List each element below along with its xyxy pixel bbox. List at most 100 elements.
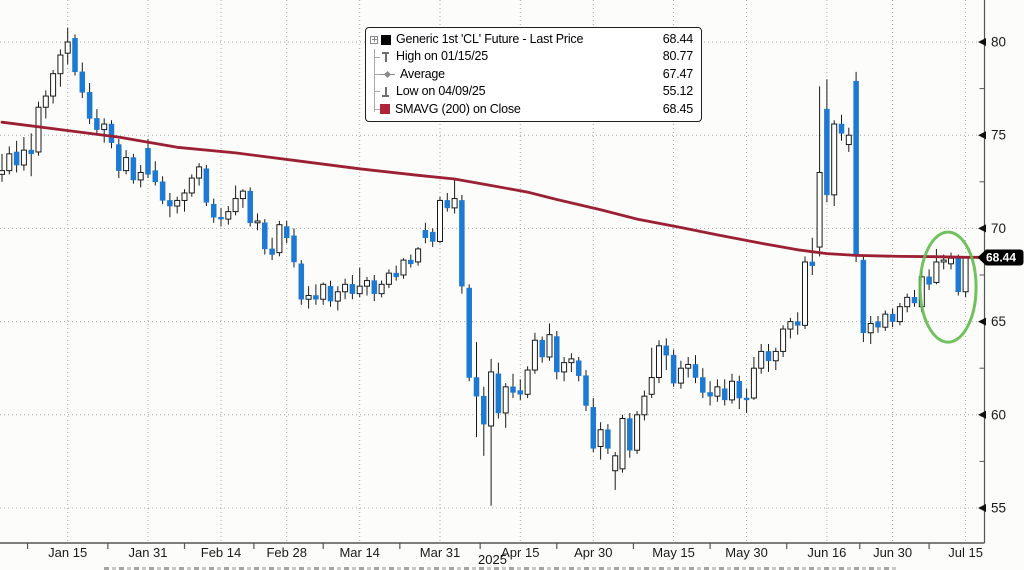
legend-tree-line — [374, 49, 375, 112]
candle-body — [561, 362, 568, 373]
candle-body — [86, 92, 93, 119]
legend-expand-toggle-icon[interactable] — [370, 35, 378, 44]
candle-body — [364, 280, 370, 287]
candle-body — [590, 407, 597, 449]
x-tick-label: Feb 14 — [201, 545, 241, 560]
candle-body — [488, 371, 495, 427]
candle-body — [867, 322, 874, 334]
candle-body — [283, 226, 290, 238]
candle-body — [356, 285, 363, 295]
candle-body — [889, 313, 896, 322]
candle-body — [334, 291, 341, 302]
candle-body — [729, 380, 735, 401]
tree-stub — [374, 91, 380, 93]
y-tick-arrow-icon — [978, 131, 986, 140]
candle-body — [210, 203, 217, 218]
candle-body — [159, 181, 166, 201]
candle-body — [772, 350, 779, 362]
average-marker-icon — [380, 69, 395, 79]
last-price-tag-value: 68.44 — [986, 251, 1016, 265]
legend-value: 68.44 — [662, 32, 693, 46]
candle-body — [692, 364, 699, 378]
candle-body — [882, 313, 889, 328]
y-tick-label: 70 — [991, 221, 1006, 236]
candle-body — [378, 283, 385, 295]
candle-body — [546, 334, 553, 358]
legend-row-average[interactable]: Average 67.47 — [366, 66, 701, 83]
candle-body — [167, 200, 173, 207]
x-tick-label: May 30 — [725, 545, 768, 560]
chart-legend[interactable]: Generic 1st 'CL' Future - Last Price 68.… — [365, 27, 702, 122]
candle-body — [225, 211, 232, 220]
legend-row-smavg[interactable]: SMAVG (200) on Close 68.45 — [366, 101, 701, 118]
candle-body — [736, 380, 743, 399]
candlestick-series — [0, 27, 969, 506]
gridlines — [0, 0, 985, 543]
candle-body — [349, 284, 356, 294]
y-tick-label: 55 — [991, 501, 1006, 516]
candle-body — [962, 256, 969, 293]
candle-body — [181, 192, 188, 201]
legend-value: 55.12 — [662, 84, 693, 99]
legend-value: 80.77 — [662, 49, 693, 64]
candle-body — [656, 345, 662, 379]
candle-body — [568, 358, 575, 364]
candle-body — [597, 429, 604, 447]
candle-body — [291, 235, 297, 263]
legend-row-last-price[interactable]: Generic 1st 'CL' Future - Last Price 68.… — [366, 31, 701, 48]
candle-body — [232, 198, 239, 213]
x-tick-label: Jan 15 — [48, 545, 87, 560]
candle-body — [750, 367, 757, 399]
y-tick-arrow-icon — [978, 38, 986, 46]
sma-200-line — [0, 120, 986, 259]
x-tick-label: May 15 — [652, 545, 695, 560]
candle-body — [342, 283, 349, 293]
x-axis-ticks: Jan 15 Jan 31 Feb 14 Feb 28 Mar 14 Mar 31 Apr … — [26, 543, 983, 560]
x-tick-label: Apr 30 — [574, 545, 612, 560]
candle-body — [6, 153, 13, 172]
legend-label: Generic 1st 'CL' Future - Last Price — [396, 32, 584, 46]
candle-body — [933, 261, 940, 283]
candle-body — [415, 248, 422, 263]
candle-body — [313, 295, 319, 300]
legend-row-high[interactable]: High on 01/15/25 80.77 — [366, 48, 701, 65]
candle-body — [670, 354, 677, 384]
candle-body — [79, 71, 86, 93]
candle-body — [700, 377, 706, 393]
y-axis-ticks: 80 75 70 65 60 55 — [978, 35, 1006, 516]
candle-body — [911, 297, 918, 304]
candle-body — [627, 418, 633, 451]
candle-body — [385, 272, 392, 285]
legend-value: 67.47 — [662, 66, 693, 81]
candle-body — [473, 377, 480, 397]
highlight-ellipse — [918, 230, 978, 344]
candle-body — [152, 170, 159, 183]
candle-body — [116, 144, 122, 171]
candle-body — [276, 224, 283, 254]
candle-body — [247, 190, 253, 224]
candle-body — [50, 73, 57, 97]
legend-row-low[interactable]: Low on 04/09/25 55.12 — [366, 83, 701, 100]
candle-body — [802, 261, 808, 326]
legend-label: High on 01/15/25 — [396, 49, 489, 64]
candle-body — [824, 108, 830, 196]
candle-body — [677, 367, 684, 384]
candle-body — [451, 198, 458, 209]
candle-body — [481, 395, 487, 425]
x-tick-label: Jun 16 — [807, 545, 846, 560]
candle-body — [648, 377, 655, 395]
candle-body — [853, 80, 859, 257]
legend-label: Low on 04/09/25 — [396, 84, 486, 99]
legend-marker-wrap — [370, 34, 391, 45]
y-tick-arrow-icon — [978, 317, 986, 326]
candle-body — [787, 321, 794, 330]
candle-body — [721, 388, 728, 401]
candle-body — [203, 168, 210, 203]
candle-body — [502, 386, 509, 414]
low-marker-icon — [380, 86, 391, 97]
x-tick-label: Mar 31 — [420, 545, 460, 560]
candle-body — [269, 248, 275, 255]
candle-body — [188, 177, 195, 194]
candle-body — [816, 171, 823, 248]
candle-body — [583, 375, 589, 406]
